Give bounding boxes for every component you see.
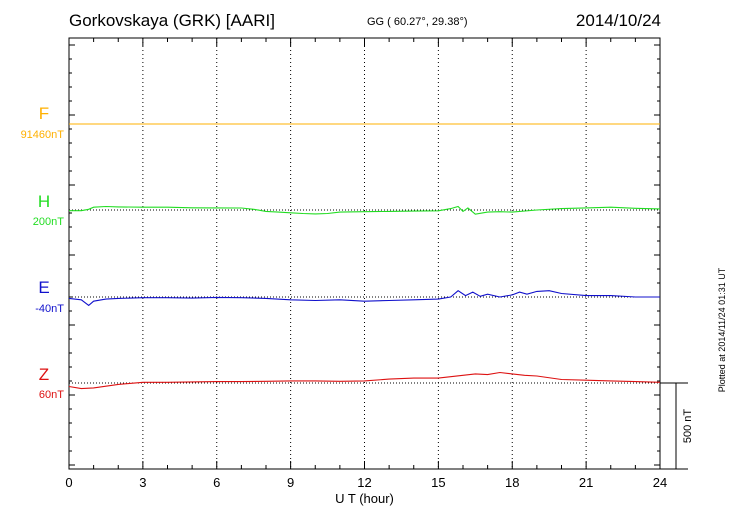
series-baseline-value-H: 200nT (33, 216, 64, 228)
grid-lines (142, 38, 587, 469)
series-name-E: E (38, 278, 49, 297)
channel-labels: F 91460nT H 200nT E -40nT Z 60nT (21, 104, 65, 401)
chart-date: 2014/10/24 (575, 11, 661, 30)
x-tick-label-9: 9 (287, 475, 294, 490)
series-name-H: H (38, 192, 50, 211)
x-tick-label-18: 18 (505, 475, 519, 490)
scale-bar-label: 500 nT (682, 409, 694, 444)
series-name-Z: Z (39, 365, 49, 384)
x-tick-label-24: 24 (653, 475, 667, 490)
x-tick-label-21: 21 (579, 475, 593, 490)
x-tick-label-12: 12 (357, 475, 371, 490)
series-baseline-value-E: -40nT (35, 303, 64, 315)
series-line-E (68, 290, 660, 307)
x-tick-label-15: 15 (431, 475, 445, 490)
series-line-H (69, 205, 661, 215)
geographic-coordinates: GG ( 60.27°, 29.38°) (367, 16, 468, 28)
plot-frame (68, 37, 661, 470)
x-tick-label-0: 0 (65, 475, 72, 490)
data-series (68, 123, 661, 390)
series-line-Z (68, 371, 661, 390)
series-name-F: F (39, 104, 49, 123)
series-baseline-value-F: 91460nT (21, 129, 65, 141)
scale-bar: 500 nT (660, 382, 694, 470)
plotted-timestamp: Plotted at 2014/11/24 01:31 UT (717, 267, 727, 393)
x-axis-label: U T (hour) (335, 491, 394, 506)
x-tick-label-3: 3 (139, 475, 146, 490)
x-axis: 0 3 6 9 12 15 18 21 24 U T (hour) (65, 475, 667, 506)
station-title: Gorkovskaya (GRK) [AARI] (69, 11, 275, 30)
x-tick-label-6: 6 (213, 475, 220, 490)
series-baseline-value-Z: 60nT (39, 389, 64, 401)
